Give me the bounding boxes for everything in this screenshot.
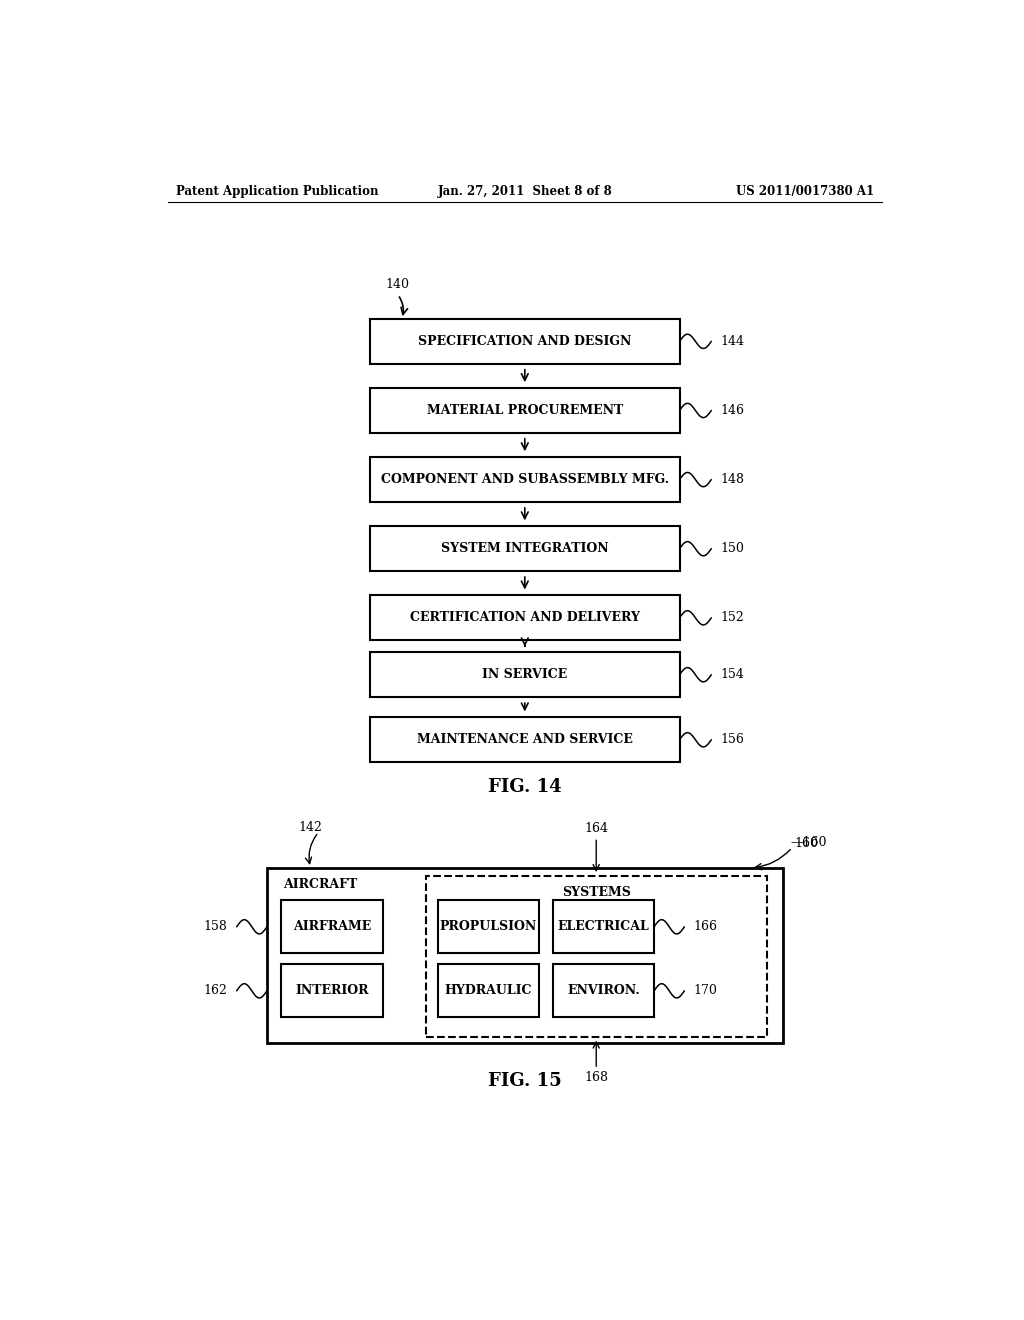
Text: FIG. 15: FIG. 15 — [487, 1072, 562, 1090]
Text: —160: —160 — [791, 836, 827, 849]
Text: IN SERVICE: IN SERVICE — [482, 668, 567, 681]
Text: 160: 160 — [795, 837, 818, 850]
Bar — [370, 595, 680, 640]
Bar — [267, 867, 782, 1043]
Text: AIRFRAME: AIRFRAME — [293, 920, 371, 933]
Text: SPECIFICATION AND DESIGN: SPECIFICATION AND DESIGN — [418, 335, 632, 348]
Bar — [370, 457, 680, 502]
Text: FIG. 14: FIG. 14 — [488, 777, 561, 796]
Bar — [282, 900, 383, 953]
Text: 150: 150 — [721, 543, 744, 556]
Bar — [553, 900, 654, 953]
Text: 148: 148 — [721, 473, 744, 486]
Bar — [282, 965, 383, 1018]
Bar — [553, 965, 654, 1018]
Text: 168: 168 — [585, 1071, 608, 1084]
Bar — [437, 965, 539, 1018]
Text: 144: 144 — [721, 335, 744, 348]
Text: AIRCRAFT: AIRCRAFT — [283, 878, 357, 891]
Text: ELECTRICAL: ELECTRICAL — [557, 920, 649, 933]
Bar — [370, 319, 680, 364]
Text: 164: 164 — [585, 822, 608, 836]
Text: CERTIFICATION AND DELIVERY: CERTIFICATION AND DELIVERY — [410, 611, 640, 624]
Text: Patent Application Publication: Patent Application Publication — [176, 185, 378, 198]
Text: PROPULSION: PROPULSION — [439, 920, 537, 933]
Text: US 2011/0017380 A1: US 2011/0017380 A1 — [736, 185, 873, 198]
Text: HYDRAULIC: HYDRAULIC — [444, 985, 532, 998]
Text: Jan. 27, 2011  Sheet 8 of 8: Jan. 27, 2011 Sheet 8 of 8 — [437, 185, 612, 198]
Text: 152: 152 — [721, 611, 744, 624]
Text: MAINTENANCE AND SERVICE: MAINTENANCE AND SERVICE — [417, 734, 633, 746]
Text: MATERIAL PROCUREMENT: MATERIAL PROCUREMENT — [427, 404, 623, 417]
Text: COMPONENT AND SUBASSEMBLY MFG.: COMPONENT AND SUBASSEMBLY MFG. — [381, 473, 669, 486]
Bar — [370, 388, 680, 433]
Text: 156: 156 — [721, 734, 744, 746]
Text: 154: 154 — [721, 668, 744, 681]
Text: INTERIOR: INTERIOR — [295, 985, 369, 998]
Text: 166: 166 — [694, 920, 718, 933]
Text: ENVIRON.: ENVIRON. — [567, 985, 640, 998]
Bar — [437, 900, 539, 953]
Text: 170: 170 — [694, 985, 718, 998]
Text: 158: 158 — [204, 920, 227, 933]
Bar — [370, 527, 680, 572]
Text: SYSTEMS: SYSTEMS — [562, 886, 631, 899]
Text: 146: 146 — [721, 404, 744, 417]
Text: 162: 162 — [204, 985, 227, 998]
Bar — [370, 718, 680, 762]
Bar — [426, 876, 767, 1036]
Text: 142: 142 — [299, 821, 323, 834]
Text: 140: 140 — [386, 279, 410, 290]
Bar — [370, 652, 680, 697]
Text: SYSTEM INTEGRATION: SYSTEM INTEGRATION — [441, 543, 608, 556]
